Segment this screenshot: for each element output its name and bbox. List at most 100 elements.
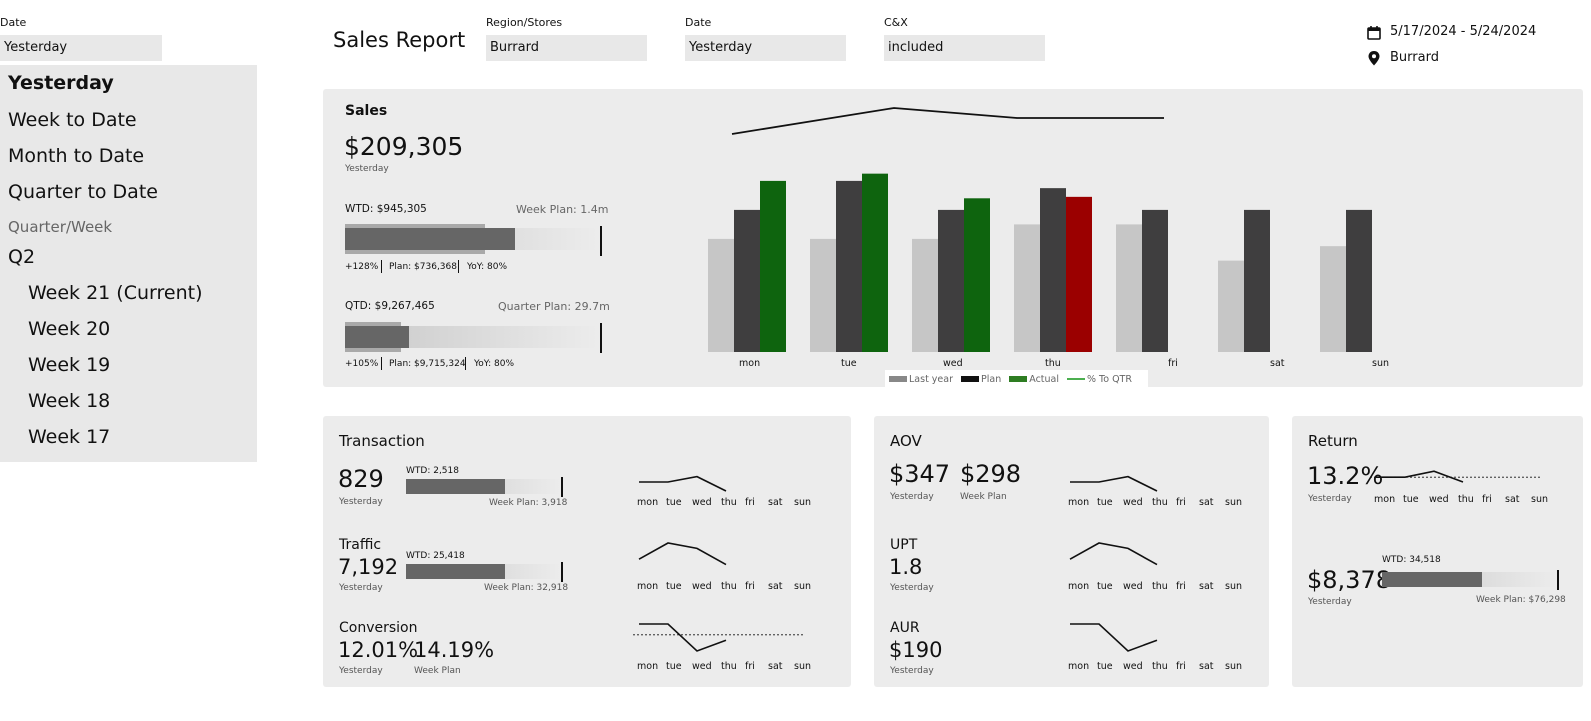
bar-last-year xyxy=(708,238,734,352)
x-tick-label: tue xyxy=(841,358,857,369)
date-option[interactable]: Week 17 xyxy=(28,426,111,448)
transaction-week-plan: Week Plan: 3,918 xyxy=(489,498,568,508)
sparkline-day-label: fri xyxy=(1176,581,1186,592)
sparkline-day-label: mon xyxy=(637,581,659,592)
sparkline-day-label: fri xyxy=(1482,494,1492,505)
sparkline-day-label: sat xyxy=(768,497,783,508)
page-title: Sales Report xyxy=(333,28,466,52)
sales-qtd-yoy: YoY: 80% xyxy=(474,359,515,369)
sparkline-day-label: sun xyxy=(794,661,811,672)
region-filter-select[interactable]: Burrard xyxy=(486,35,647,61)
x-tick-label: sat xyxy=(1270,358,1285,369)
cx-filter-select[interactable]: included xyxy=(884,35,1045,61)
legend-swatch xyxy=(1067,378,1085,380)
sparkline-day-label: wed xyxy=(1429,494,1449,505)
return-week-plan: Week Plan: $76,298 xyxy=(1476,595,1566,605)
traffic-label: Traffic xyxy=(339,537,382,553)
sparkline-day-label: sat xyxy=(1199,661,1214,672)
sparkline-day-label: sat xyxy=(1199,497,1214,508)
sparkline-day-label: fri xyxy=(745,581,755,592)
transaction-sparkline xyxy=(639,475,727,492)
sparkline-day-label: thu xyxy=(721,661,737,672)
sparkline-day-label: tue xyxy=(666,661,682,672)
transaction-period: Yesterday xyxy=(339,497,383,507)
aur-value: $190 xyxy=(889,638,943,662)
bar-actual xyxy=(1066,196,1092,352)
transaction-wtd-bar xyxy=(406,479,505,494)
separator xyxy=(381,357,382,370)
x-tick-label: fri xyxy=(1168,358,1178,369)
conversion-sparkline xyxy=(639,623,727,652)
legend-label: Plan xyxy=(981,373,1002,385)
sales-qtd-bar xyxy=(345,326,409,348)
bar-actual xyxy=(760,180,786,352)
sparkline-day-label: wed xyxy=(1123,661,1143,672)
sales-week-plan-label: Week Plan: 1.4m xyxy=(516,203,609,216)
date-filter-select[interactable]: Yesterday xyxy=(0,35,162,61)
return-wtd: WTD: 34,518 xyxy=(1382,555,1441,565)
pct-to-qtr-line xyxy=(731,107,1164,135)
legend-swatch xyxy=(889,376,907,382)
date-option[interactable]: Month to Date xyxy=(8,145,145,167)
sparkline-day-label: thu xyxy=(721,581,737,592)
location-text: Burrard xyxy=(1390,50,1439,65)
sparkline-day-label: wed xyxy=(692,581,712,592)
sparkline-day-label: thu xyxy=(1152,497,1168,508)
sales-wtd-bar xyxy=(345,228,515,250)
sparkline-day-label: fri xyxy=(745,497,755,508)
transaction-title: Transaction xyxy=(339,432,425,450)
cx-filter-label: C&X xyxy=(884,16,908,29)
legend-swatch xyxy=(1009,376,1028,382)
traffic-week-plan: Week Plan: 32,918 xyxy=(484,583,569,593)
upt-label: UPT xyxy=(890,537,918,553)
separator xyxy=(458,260,459,273)
sales-title: Sales xyxy=(345,103,388,119)
date-option[interactable]: Quarter to Date xyxy=(8,181,158,203)
aov-plan-period: Week Plan xyxy=(960,492,1007,502)
sparkline-day-label: mon xyxy=(1068,661,1090,672)
aov-title: AOV xyxy=(890,432,922,450)
sparkline-day-label: sat xyxy=(768,581,783,592)
x-tick-label: thu xyxy=(1045,358,1061,369)
sparkline-day-label: mon xyxy=(1374,494,1396,505)
sparkline-day-label: tue xyxy=(1097,581,1113,592)
date-option[interactable]: Week 18 xyxy=(28,390,111,412)
date-option[interactable]: Week 20 xyxy=(28,318,111,340)
sparkline-day-label: wed xyxy=(692,661,712,672)
date-option[interactable]: Week 19 xyxy=(28,354,111,376)
date2-filter-select[interactable]: Yesterday xyxy=(685,35,846,61)
legend-item: Actual xyxy=(1009,374,1059,385)
date-option: Quarter/Week xyxy=(8,218,113,236)
date-option[interactable]: Yesterday xyxy=(8,72,114,94)
sales-wtd-label: WTD: $945,305 xyxy=(345,203,427,215)
traffic-wtd-bar xyxy=(406,564,505,579)
date-option[interactable]: Week 21 (Current) xyxy=(28,282,203,304)
aur-sparkline xyxy=(1070,623,1158,652)
conversion-plan-period: Week Plan xyxy=(414,666,461,676)
sparkline-day-label: tue xyxy=(1097,497,1113,508)
sparkline-day-label: tue xyxy=(1097,661,1113,672)
calendar-icon xyxy=(1367,26,1381,40)
traffic-period: Yesterday xyxy=(339,583,383,593)
sparkline-day-label: fri xyxy=(1176,497,1186,508)
return-panel xyxy=(1292,416,1583,687)
sales-wtd-pct: +128% xyxy=(345,262,379,272)
aov-panel xyxy=(874,416,1269,687)
date-option[interactable]: Week to Date xyxy=(8,109,137,131)
sales-quarter-plan-label: Quarter Plan: 29.7m xyxy=(498,300,610,313)
sparkline-day-label: wed xyxy=(692,497,712,508)
bar-plan xyxy=(938,209,964,352)
legend-swatch xyxy=(961,376,980,382)
x-tick-label: mon xyxy=(739,358,760,369)
conversion-value: 12.01% xyxy=(338,638,419,662)
transaction-panel xyxy=(323,416,851,687)
region-filter-label: Region/Stores xyxy=(486,16,563,29)
conversion-period: Yesterday xyxy=(339,666,383,676)
sales-wtd-yoy: YoY: 80% xyxy=(467,262,508,272)
date2-filter-label: Date xyxy=(685,16,712,29)
legend-label: % To QTR xyxy=(1087,373,1132,385)
date-option[interactable]: Q2 xyxy=(8,246,36,268)
sparkline-day-label: sat xyxy=(768,661,783,672)
